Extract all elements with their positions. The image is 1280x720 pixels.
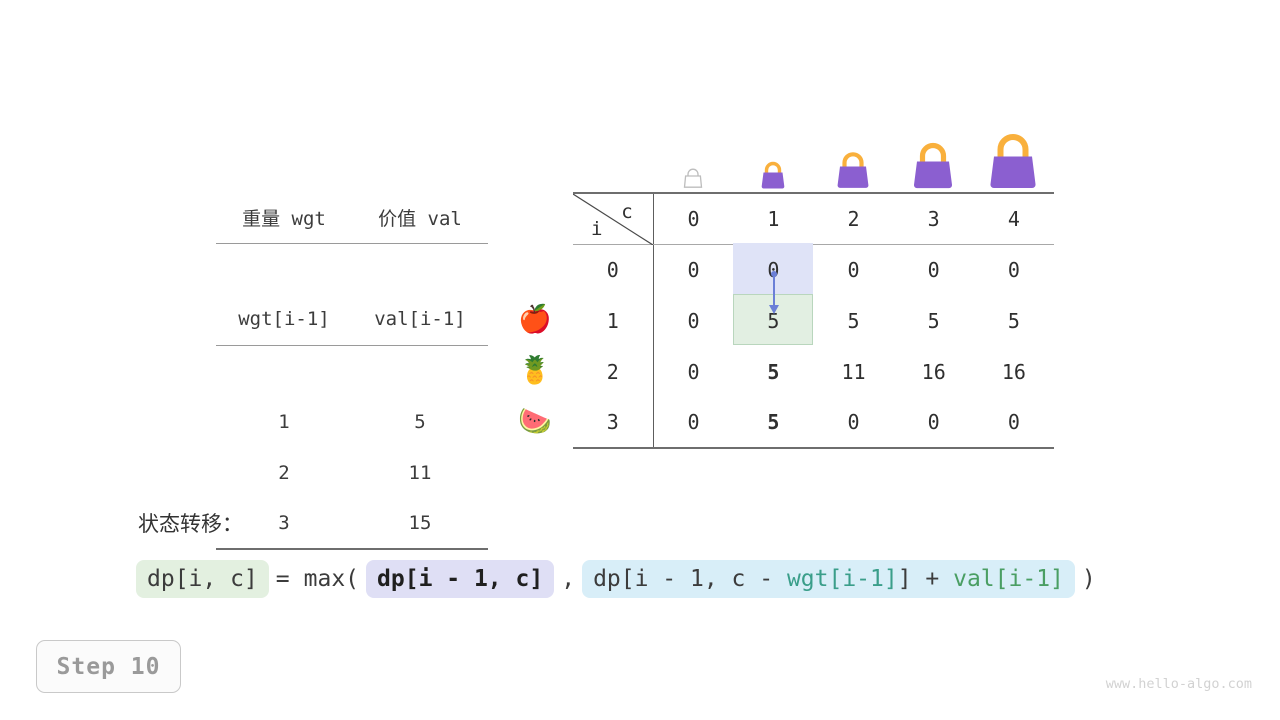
dp-cell-2-2: 11 <box>841 359 866 384</box>
bag-icon-capacity-2 <box>813 150 893 190</box>
formula-max-close: ) <box>1081 566 1096 592</box>
dp-cell-2-0: 0 <box>687 359 700 384</box>
rule-cell <box>216 242 352 294</box>
dp-cell-1-4: 5 <box>1007 308 1020 333</box>
item-table-subheader-row: wgt[i-1] val[i-1] <box>216 294 488 345</box>
item-table-header-val: 价值 val <box>378 207 462 230</box>
state-transition-label: 状态转移： <box>138 512 243 536</box>
formula-take-seg-wgt: wgt[i-1] <box>786 566 898 592</box>
dp-cell-0-2: 0 <box>847 257 860 282</box>
knapsack-capacity-icons <box>573 122 1054 192</box>
item-weight-value-table: 重量 wgt 价值 val wgt[i-1] val[i-1] 1 5 2 <box>216 192 488 600</box>
dp-cell-0-3: 0 <box>927 257 940 282</box>
item-wgt-2: 2 <box>278 461 290 484</box>
item-table-subheader-wgt: wgt[i-1] <box>238 308 330 331</box>
item-val-3: 15 <box>408 512 432 534</box>
bag-icon <box>913 142 953 189</box>
dp-cell-3-3: 0 <box>893 397 974 449</box>
item-val-1: 5 <box>414 410 426 433</box>
formula-take-seg-2: ] + <box>897 566 954 592</box>
dp-cell-3-1: 5 <box>733 397 814 449</box>
dp-col-axis-label: c <box>621 201 633 223</box>
bag-icon-capacity-0 <box>653 168 733 190</box>
apple-emoji-icon: 🍎 <box>518 304 552 335</box>
dp-table-grid: c i 0 1 2 3 4 0 0 0 0 0 0 1 0 5 <box>573 192 1054 449</box>
formula-take-seg-1: dp[i - 1, c - <box>593 566 787 592</box>
dp-cell-3-4: 0 <box>973 397 1054 449</box>
dp-col-header-3: 3 <box>893 192 974 245</box>
dp-cell-0-1: 0 <box>767 257 780 282</box>
dp-row-header-0: 0 <box>573 244 654 295</box>
rule-cell <box>352 344 488 396</box>
bag-icon <box>990 134 1036 189</box>
formula-lhs-chip: dp[i, c] <box>136 560 269 598</box>
table-row: 3 0 5 0 0 0 <box>573 397 1054 449</box>
formula-take-chip: dp[i - 1, c - wgt[i-1]] + val[i-1] <box>582 560 1075 598</box>
dp-row-header-1: 1 <box>573 295 654 346</box>
fruit-icon-column: 🍎 🍍 🍉 <box>510 192 560 447</box>
item-table-rule-top <box>216 242 488 294</box>
bag-icon-capacity-1 <box>733 160 813 190</box>
formula-max-open: max( <box>303 566 360 592</box>
dp-cell-3-2: 0 <box>813 397 894 449</box>
dp-cell-1-1: 5 <box>767 308 780 333</box>
table-row: 1 0 5 5 5 5 <box>573 295 1054 346</box>
table-row: 3 15 <box>216 498 488 549</box>
item-table-header-row: 重量 wgt 价值 val <box>216 192 488 243</box>
dp-col-header-1: 1 <box>733 192 814 245</box>
table-row: 2 0 5 11 16 16 <box>573 346 1054 397</box>
item-table-grid: 重量 wgt 价值 val wgt[i-1] val[i-1] 1 5 2 <box>216 192 488 600</box>
dp-row-header-2: 2 <box>573 346 654 397</box>
dp-row-header-3: 3 <box>573 397 654 449</box>
formula-take-seg-val: val[i-1] <box>953 566 1064 592</box>
rule-cell <box>216 344 352 396</box>
formula-comma: , <box>561 566 576 592</box>
bag-icon <box>837 152 869 188</box>
item-wgt-3: 3 <box>278 512 290 534</box>
dp-cell-3-0: 0 <box>653 397 734 449</box>
bag-icon <box>761 161 785 189</box>
table-row: 1 5 <box>216 396 488 447</box>
dp-table: c i 0 1 2 3 4 0 0 0 0 0 0 1 0 5 <box>573 192 1054 449</box>
item-table-rule-mid <box>216 344 488 396</box>
dp-cell-1-3: 5 <box>927 308 940 333</box>
step-badge: Step 10 <box>36 640 181 693</box>
dp-cell-2-4: 16 <box>1001 359 1026 384</box>
dp-corner-header: c i <box>573 192 654 245</box>
dp-cell-2-3: 16 <box>921 359 946 384</box>
dp-col-header-2: 2 <box>813 192 894 245</box>
table-row: 2 11 <box>216 447 488 498</box>
table-row: 0 0 0 0 0 0 <box>573 244 1054 295</box>
dp-cell-0-0: 0 <box>687 257 700 282</box>
bag-empty-icon <box>683 168 703 188</box>
pineapple-emoji-icon: 🍍 <box>518 355 552 386</box>
dp-col-header-4: 4 <box>973 192 1054 245</box>
dp-col-header-0: 0 <box>653 192 734 245</box>
dp-cell-1-0: 0 <box>687 308 700 333</box>
dp-cell-1-2: 5 <box>847 308 860 333</box>
dp-row-axis-label: i <box>591 217 603 240</box>
formula-skip-chip: dp[i - 1, c] <box>366 560 555 598</box>
item-table-header-wgt: 重量 wgt <box>242 207 326 230</box>
item-wgt-1: 1 <box>278 410 290 433</box>
dp-cell-2-1: 5 <box>767 359 780 384</box>
bag-icon-capacity-3 <box>893 140 973 190</box>
dp-header-row: c i 0 1 2 3 4 <box>573 192 1054 245</box>
watermark: www.hello-algo.com <box>1105 676 1252 692</box>
item-val-2: 11 <box>408 461 432 484</box>
state-transition-formula: dp[i, c] = max( dp[i - 1, c] , dp[i - 1,… <box>136 560 1103 598</box>
formula-equals: = <box>275 566 290 592</box>
diagonal-divider-icon <box>573 194 653 245</box>
item-table-subheader-val: val[i-1] <box>374 308 466 331</box>
bag-icon-capacity-4 <box>973 130 1053 190</box>
dp-cell-0-4: 0 <box>1007 257 1020 282</box>
rule-cell <box>352 242 488 294</box>
watermelon-emoji-icon: 🍉 <box>518 406 552 437</box>
